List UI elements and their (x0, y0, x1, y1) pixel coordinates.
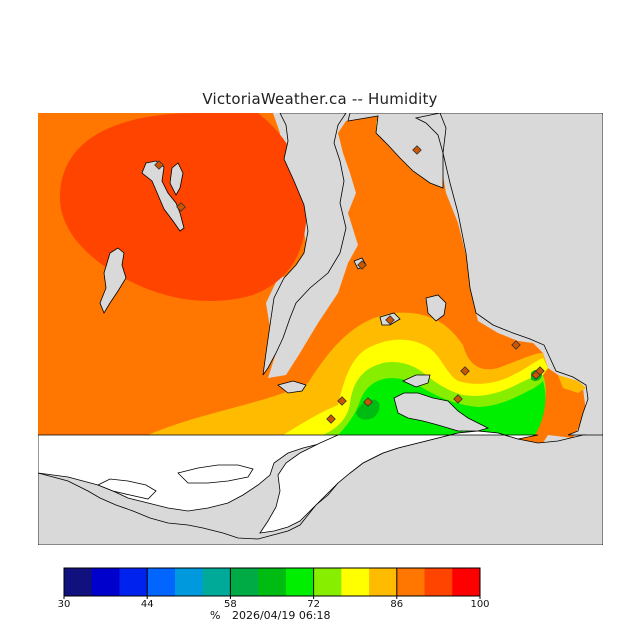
legend-swatch (341, 568, 370, 596)
no-data-water-east (259, 430, 539, 534)
legend-tick-label: 44 (141, 599, 154, 610)
island-1 (99, 247, 127, 314)
legend-tick-label: 86 (390, 599, 403, 610)
coastline (38, 113, 603, 545)
land-victoria-inner (393, 392, 490, 432)
legend-caption: % 2026/04/19 06:18 (210, 609, 339, 622)
legend-swatch (147, 568, 176, 596)
station-marker (511, 340, 521, 350)
land-peninsula-center (347, 113, 444, 189)
humidity-zone-81-85-east (558, 375, 586, 393)
legend-timestamp: 2026/04/19 06:18 (231, 609, 331, 622)
legend-swatch (91, 568, 120, 596)
inlet-1 (97, 478, 157, 500)
land-peninsula-mid (262, 113, 347, 376)
legend-swatch (202, 568, 231, 596)
inlet-2 (177, 464, 254, 484)
legend-swatch (452, 568, 481, 596)
island-3 (169, 162, 184, 196)
legend-swatch (396, 568, 426, 596)
station-marker (412, 145, 422, 155)
station-markers (154, 145, 545, 424)
station-marker (453, 394, 463, 404)
legend-swatch (424, 568, 453, 596)
station-marker (535, 366, 545, 376)
land-south (38, 430, 603, 545)
legend-swatch (258, 568, 287, 596)
legend-tick-label: 58 (224, 599, 237, 610)
humidity-zone-61-65 (356, 399, 380, 420)
legend-swatch (64, 568, 93, 596)
station-marker (326, 414, 336, 424)
land-east (439, 113, 603, 545)
station-marker (385, 315, 395, 325)
legend-tick-label: 72 (307, 599, 320, 610)
legend-border (63, 567, 481, 597)
legend-swatch (119, 568, 148, 596)
legend-swatch (313, 568, 342, 596)
station-marker (337, 396, 347, 406)
chart-title: VictoriaWeather.ca -- Humidity (202, 90, 438, 108)
island-6 (425, 294, 447, 322)
legend-swatch (369, 568, 398, 596)
station-marker (357, 260, 367, 270)
island-2 (141, 160, 185, 232)
legend-tick-label: 100 (470, 599, 489, 610)
island-8 (402, 374, 431, 388)
legend-swatch (230, 568, 259, 596)
color-legend: 30 44 58 72 86 100 (58, 567, 490, 610)
legend-unit: % (210, 609, 221, 622)
legend-tick-label: 30 (58, 599, 71, 610)
station-marker (363, 397, 373, 407)
station-marker (176, 202, 186, 212)
island-4 (277, 380, 307, 394)
station-marker (154, 160, 164, 170)
station-marker (460, 366, 470, 376)
humidity-map (38, 113, 603, 545)
legend-swatch (174, 568, 204, 596)
legend-swatch (285, 568, 315, 596)
